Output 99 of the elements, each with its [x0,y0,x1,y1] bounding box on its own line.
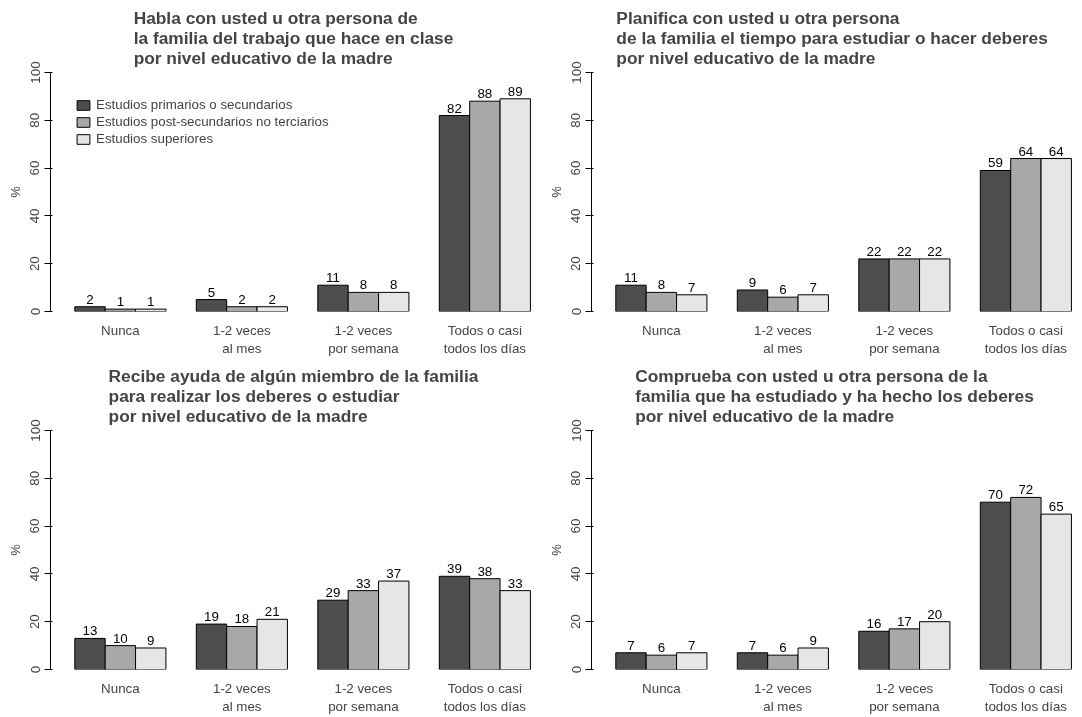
data-label: 29 [325,585,341,601]
data-label: 11 [624,270,638,286]
data-label: 16 [866,616,882,632]
data-label: 19 [204,609,219,625]
chart-title: Habla con usted u otra persona de la familia del trabajo que hace en clase por nivel educativo de la madre [133,7,454,68]
y-tick-label: 20 [568,614,584,630]
y-tick-label: 60 [568,160,584,176]
y-tick-label: 60 [27,160,43,176]
data-label: 21 [264,604,280,620]
y-tick-label: 60 [568,518,584,534]
data-label: 8 [359,277,368,293]
y-tick-label: 40 [27,208,43,224]
data-label: 7 [688,637,696,653]
x-tick-label: Nunca [101,322,141,338]
data-label: 1 [147,294,155,310]
y-tick-label: 40 [568,566,584,582]
data-label: 33 [507,575,523,591]
y-axis-title: % [548,185,564,198]
y-axis-title: % [7,185,23,198]
legend-label: Estudios post-secundarios no terciarios [96,114,329,129]
data-label: 37 [386,566,402,582]
legend-label: Estudios superiores [96,131,214,146]
y-tick-label: 100 [568,61,584,84]
x-tick-label: 1-2 veces por semana [328,322,400,356]
x-tick-label: 1-2 veces al mes [212,680,272,714]
y-tick-label: 40 [568,208,584,224]
data-label: 9 [748,274,757,290]
data-label: 22 [896,243,912,259]
y-tick-label: 0 [568,665,584,674]
data-label: 64 [1018,143,1034,159]
data-label: 82 [447,100,462,116]
data-label: 6 [657,640,666,656]
x-tick-label: Todos o casi todos los días [984,680,1068,714]
data-label: 64 [1048,143,1065,159]
x-tick-label: Todos o casi todos los días [984,322,1068,356]
x-tick-label: 1-2 veces por semana [328,680,400,714]
x-tick-label: Nunca [642,322,682,338]
x-tick-label: Todos o casi todos los días [443,322,527,356]
data-label: 70 [988,487,1003,503]
data-label: 2 [238,291,246,307]
x-tick-label: 1-2 veces al mes [753,322,813,356]
y-tick-label: 100 [27,419,43,442]
data-label: 2 [268,291,276,307]
chart-title: Planifica con usted u otra persona de la familia el tiempo para estudiar o hacer deberes por nivel educativo de la madre [616,7,1048,68]
data-label: 59 [988,155,1003,171]
data-label: 7 [688,279,696,295]
data-label: 38 [477,563,493,579]
data-label: 7 [627,637,635,653]
x-tick-label: Nunca [101,680,141,696]
data-label: 39 [447,561,462,577]
data-label: 6 [779,282,787,298]
legend-label: Estudios primarios o secundarios [96,97,293,112]
data-label: 1 [116,294,125,310]
data-label: 33 [355,575,371,591]
data-label: 13 [82,623,98,639]
x-tick-label: Todos o casi todos los días [443,680,527,714]
chart-title: Recibe ayuda de algún miembro de la familia para realizar los deberes o estudiar por nivel educativo de la madre [108,365,479,426]
x-tick-label: 1-2 veces al mes [753,680,813,714]
y-tick-label: 60 [27,518,43,534]
data-label: 20 [927,606,943,622]
data-label: 8 [390,277,398,293]
x-tick-label: 1-2 veces por semana [869,680,941,714]
y-tick-label: 0 [27,665,43,674]
y-tick-label: 20 [27,256,43,272]
x-tick-label: 1-2 veces al mes [212,322,272,356]
data-label: 7 [809,279,817,295]
chart-title: Comprueba con usted u otra persona de la familia que ha estudiado y ha hecho los deberes por nivel educativo de la madre [635,365,1034,426]
data-label: 9 [809,632,817,648]
y-tick-label: 80 [568,470,584,486]
data-label: 11 [326,270,340,286]
data-label: 88 [477,86,493,102]
data-label: 8 [657,277,666,293]
y-tick-label: 100 [27,61,43,84]
y-tick-label: 40 [27,566,43,582]
y-tick-label: 0 [568,307,584,316]
y-tick-label: 20 [568,256,584,272]
x-tick-label: Nunca [642,680,682,696]
data-label: 22 [927,243,943,259]
data-label: 10 [112,630,128,646]
y-tick-label: 0 [27,307,43,316]
y-tick-label: 100 [568,419,584,442]
data-label: 9 [147,632,155,648]
data-label: 22 [866,243,882,259]
data-label: 89 [507,83,523,99]
y-tick-label: 80 [27,470,43,486]
y-axis-title: % [548,543,564,556]
data-label: 6 [779,640,787,656]
data-label: 65 [1048,499,1064,515]
data-label: 2 [86,291,94,307]
data-label: 72 [1018,482,1034,498]
data-label: 5 [207,284,216,300]
y-tick-label: 80 [27,112,43,128]
data-label: 17 [896,613,912,629]
y-axis-title: % [7,543,23,556]
y-tick-label: 20 [27,614,43,630]
data-label: 18 [234,611,250,627]
y-tick-label: 80 [568,112,584,128]
data-label: 7 [748,637,757,653]
x-tick-label: 1-2 veces por semana [869,322,941,356]
